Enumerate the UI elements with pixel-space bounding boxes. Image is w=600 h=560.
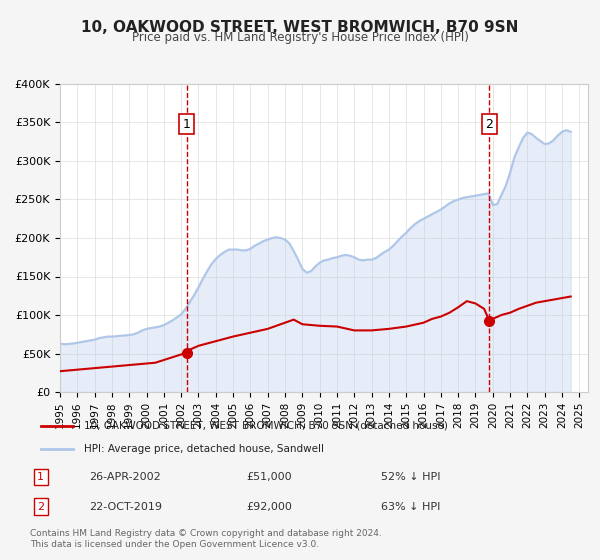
- Text: 26-APR-2002: 26-APR-2002: [89, 472, 161, 482]
- Text: 22-OCT-2019: 22-OCT-2019: [89, 502, 163, 512]
- Text: £92,000: £92,000: [246, 502, 292, 512]
- Text: Contains HM Land Registry data © Crown copyright and database right 2024.
This d: Contains HM Land Registry data © Crown c…: [30, 529, 382, 549]
- Text: 1: 1: [182, 118, 190, 130]
- Text: 10, OAKWOOD STREET, WEST BROMWICH, B70 9SN: 10, OAKWOOD STREET, WEST BROMWICH, B70 9…: [82, 20, 518, 35]
- Text: 52% ↓ HPI: 52% ↓ HPI: [381, 472, 440, 482]
- Text: £51,000: £51,000: [246, 472, 292, 482]
- Text: 2: 2: [485, 118, 493, 130]
- Text: 2: 2: [37, 502, 44, 512]
- Text: 1: 1: [37, 472, 44, 482]
- Text: 10, OAKWOOD STREET, WEST BROMWICH, B70 9SN (detached house): 10, OAKWOOD STREET, WEST BROMWICH, B70 9…: [84, 421, 448, 431]
- Text: HPI: Average price, detached house, Sandwell: HPI: Average price, detached house, Sand…: [84, 445, 324, 454]
- Text: 63% ↓ HPI: 63% ↓ HPI: [381, 502, 440, 512]
- Text: Price paid vs. HM Land Registry's House Price Index (HPI): Price paid vs. HM Land Registry's House …: [131, 31, 469, 44]
